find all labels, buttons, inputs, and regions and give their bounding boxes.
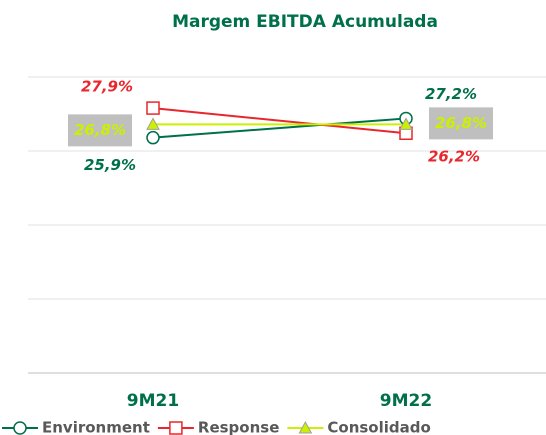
marker bbox=[298, 420, 313, 434]
series-line bbox=[152, 117, 407, 139]
data-label: 25,9% bbox=[84, 156, 136, 174]
marker bbox=[399, 117, 413, 130]
label-box bbox=[429, 107, 493, 140]
label-box bbox=[68, 114, 132, 147]
marker bbox=[146, 101, 160, 115]
marker bbox=[146, 130, 160, 145]
x-tick-label: 9M22 bbox=[380, 391, 432, 411]
legend-item: Response bbox=[157, 419, 279, 435]
legend-item: Environment bbox=[2, 419, 150, 435]
data-label: 26,8% bbox=[435, 114, 487, 132]
data-label: 26,2% bbox=[428, 148, 480, 166]
legend-label: Environment bbox=[42, 419, 150, 435]
legend-item: Consolidado bbox=[287, 419, 431, 435]
marker bbox=[13, 421, 27, 435]
series-line bbox=[152, 107, 407, 135]
data-label: 27,9% bbox=[81, 78, 133, 96]
legend-label: Response bbox=[198, 419, 279, 435]
x-tick-label: 9M21 bbox=[127, 391, 179, 411]
data-label: 27,2% bbox=[425, 85, 477, 103]
marker bbox=[169, 421, 183, 435]
data-label: 26,8% bbox=[74, 121, 126, 139]
chart-title: Margem EBITDA Acumulada bbox=[172, 12, 438, 32]
marker bbox=[146, 117, 160, 130]
legend-label: Consolidado bbox=[327, 419, 430, 435]
